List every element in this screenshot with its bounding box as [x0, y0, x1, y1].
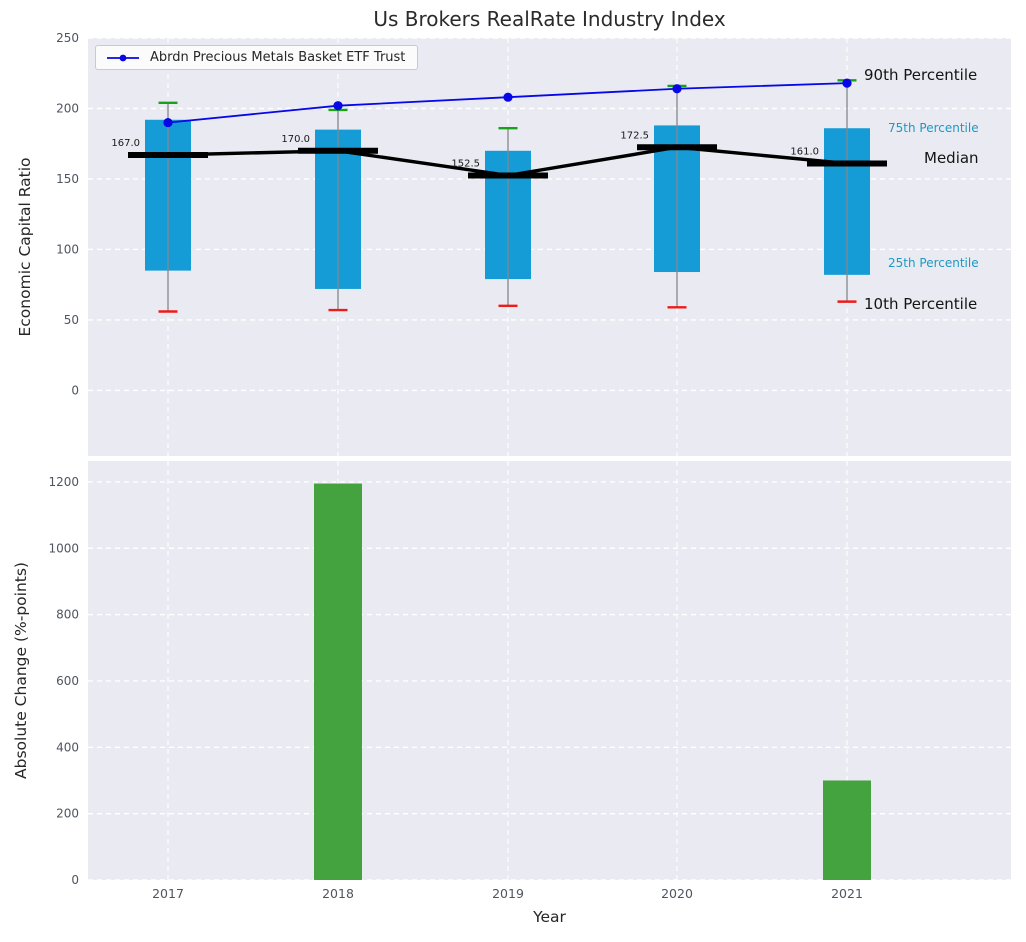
- change-bar-2018: [314, 483, 362, 880]
- bottom-panel-background: [88, 461, 1011, 880]
- top-ytick-200: 200: [56, 101, 79, 115]
- top-y-axis-label: Economic Capital Ratio: [16, 157, 34, 337]
- legend: Abrdn Precious Metals Basket ETF Trust: [95, 45, 419, 70]
- top-ytick-150: 150: [56, 172, 79, 186]
- top-ytick-250: 250: [56, 31, 79, 45]
- top-ytick-0: 0: [71, 383, 79, 397]
- bottom-ytick-800: 800: [56, 608, 79, 622]
- xtick-2021: 2021: [831, 886, 863, 901]
- annotation-75th-percentile: 75th Percentile: [888, 121, 979, 135]
- bottom-ytick-1000: 1000: [48, 541, 79, 555]
- top-panel-background: [88, 38, 1011, 456]
- etf-point-2020: [672, 84, 682, 94]
- legend-label: Abrdn Precious Metals Basket ETF Trust: [150, 50, 406, 65]
- median-value-2020: 172.5: [620, 130, 649, 141]
- etf-point-2018: [333, 101, 343, 111]
- top-ytick-100: 100: [56, 242, 79, 256]
- median-value-2017: 167.0: [111, 138, 140, 149]
- bottom-ytick-1200: 1200: [48, 475, 79, 489]
- x-axis-label: Year: [533, 908, 566, 926]
- bottom-ytick-0: 0: [71, 873, 79, 887]
- top-ytick-50: 50: [64, 313, 79, 327]
- median-value-2019: 152.5: [451, 158, 480, 169]
- xtick-2018: 2018: [322, 886, 354, 901]
- legend-marker-dot: [119, 54, 127, 61]
- etf-point-2017: [163, 117, 173, 128]
- annotation-10th-percentile: 10th Percentile: [864, 295, 978, 313]
- change-bar-2021: [823, 780, 871, 880]
- etf-point-2019: [503, 92, 513, 102]
- annotation-90th-percentile: 90th Percentile: [864, 66, 978, 84]
- bottom-ytick-600: 600: [56, 674, 79, 688]
- median-value-2018: 170.0: [281, 134, 310, 145]
- xtick-2020: 2020: [661, 886, 693, 901]
- annotation-median: Median: [924, 149, 979, 167]
- bottom-ytick-400: 400: [56, 740, 79, 754]
- legend-line-icon: [107, 54, 139, 61]
- chart-title: Us Brokers RealRate Industry Index: [373, 7, 726, 31]
- median-value-2021: 161.0: [790, 146, 819, 157]
- etf-point-2021: [842, 78, 852, 88]
- annotation-25th-percentile: 25th Percentile: [888, 256, 979, 270]
- bottom-ytick-200: 200: [56, 807, 79, 821]
- xtick-2017: 2017: [152, 886, 184, 901]
- xtick-2019: 2019: [492, 886, 524, 901]
- bottom-y-axis-label: Absolute Change (%-points): [12, 562, 30, 779]
